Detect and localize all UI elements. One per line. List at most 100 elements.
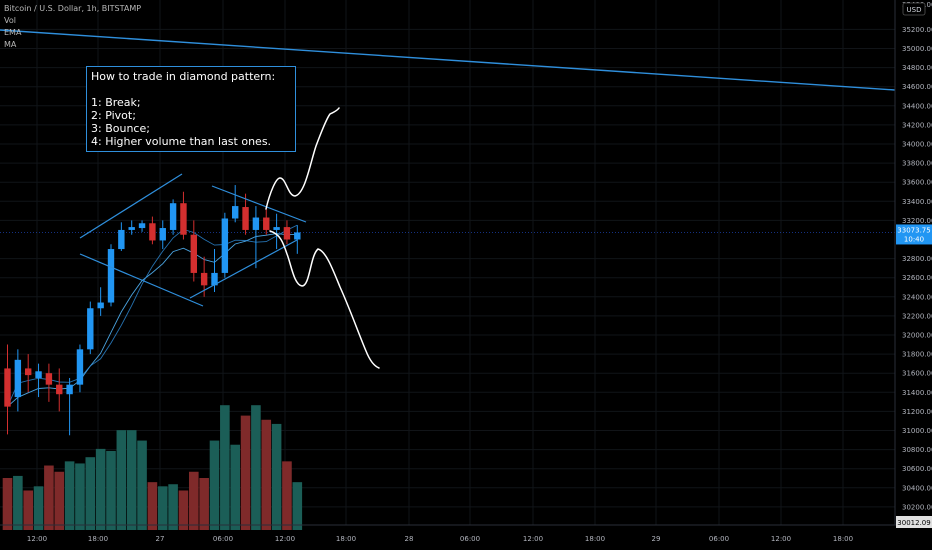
legend-symbol[interactable]: Bitcoin / U.S. Dollar, 1h, BITSTAMP (4, 4, 142, 13)
volume-bar (54, 471, 65, 530)
volume-bar (75, 463, 85, 530)
price-axis-panel[interactable] (895, 0, 932, 550)
volume-bar (126, 430, 137, 530)
trend-line[interactable] (0, 29, 896, 91)
volume-bar (178, 490, 189, 530)
candle[interactable] (107, 244, 115, 307)
candle[interactable] (232, 185, 239, 223)
price-tick-label: 34600.00 (902, 83, 932, 91)
volume-bar (116, 430, 127, 530)
legend-ema[interactable]: EMA (4, 28, 22, 37)
candle-body (107, 249, 115, 303)
time-tick-label: 06:00 (709, 535, 729, 543)
hand-drawn-projection[interactable] (265, 107, 380, 369)
candle[interactable] (76, 344, 84, 393)
candle[interactable] (66, 377, 73, 436)
chart-legend: Bitcoin / U.S. Dollar, 1h, BITSTAMP Vol … (4, 3, 141, 51)
price-tick-label: 31600.00 (902, 370, 932, 378)
candle[interactable] (273, 213, 280, 250)
candle-body (87, 308, 94, 350)
svg-text:USD: USD (907, 6, 922, 14)
candle[interactable] (128, 220, 135, 235)
candle[interactable] (138, 220, 146, 232)
volume-bar (261, 419, 272, 530)
ma-line[interactable] (7, 224, 298, 407)
time-tick-label: 18:00 (585, 535, 605, 543)
legend-vol[interactable]: Vol (4, 16, 16, 25)
price-tick-label: 31800.00 (902, 351, 932, 359)
price-tick-label: 33600.00 (902, 179, 932, 187)
volume-bar (199, 478, 209, 530)
time-tick-label: 18:00 (833, 535, 853, 543)
volume-bar (168, 484, 178, 530)
volume-bar (85, 457, 96, 530)
candle[interactable] (118, 222, 125, 251)
candle[interactable] (25, 354, 32, 393)
candle[interactable] (169, 199, 177, 235)
price-tick-label: 34000.00 (902, 141, 932, 149)
candle[interactable] (14, 349, 22, 412)
annotation-note[interactable]: How to trade in diamond pattern: 1: Brea… (86, 66, 296, 152)
candle-body (200, 272, 208, 286)
bottom-price-badge: 30012.09 (896, 516, 932, 528)
note-step: 3: Bounce; (91, 122, 150, 135)
candle-body (76, 349, 84, 385)
candle-body (211, 272, 218, 286)
price-tick-label: 33200.00 (902, 217, 932, 225)
candle[interactable] (56, 368, 63, 412)
volume-bar (157, 486, 168, 530)
candle-body (118, 229, 125, 250)
candle[interactable] (149, 216, 156, 245)
price-tick-label: 34200.00 (902, 121, 932, 129)
volume-bar (147, 482, 158, 530)
price-tick-label: 32200.00 (902, 312, 932, 320)
price-tick-label: 35000.00 (902, 45, 932, 53)
candle-body (263, 217, 270, 230)
volume-bar (292, 482, 303, 530)
diamond-lower-right-edge (189, 239, 298, 299)
note-title: How to trade in diamond pattern: (91, 70, 276, 83)
price-tick-label: 33800.00 (902, 160, 932, 168)
volume-bar (13, 475, 23, 530)
candle-body (66, 384, 73, 395)
ema-line[interactable] (7, 233, 298, 407)
price-tick-label: 34800.00 (902, 64, 932, 72)
candle[interactable] (180, 191, 187, 240)
candle[interactable] (35, 363, 42, 398)
candle[interactable] (263, 206, 270, 235)
diamond-pattern[interactable] (79, 173, 307, 307)
candle[interactable] (87, 301, 94, 355)
price-tick-label: 30400.00 (902, 484, 932, 492)
price-tick-label: 30800.00 (902, 446, 932, 454)
candle[interactable] (4, 344, 11, 435)
diamond-upper-left-edge (79, 173, 183, 239)
price-tick-label: 30600.00 (902, 465, 932, 473)
moving-averages (7, 224, 298, 407)
legend-ma[interactable]: MA (4, 40, 17, 49)
candle[interactable] (242, 193, 249, 235)
candle[interactable] (97, 287, 104, 316)
candle[interactable] (190, 220, 197, 282)
candle[interactable] (294, 225, 301, 254)
candle[interactable] (159, 220, 166, 250)
price-tick-label: 32800.00 (902, 255, 932, 263)
time-tick-label: 12:00 (523, 535, 543, 543)
candlesticks (4, 185, 301, 436)
time-axis-labels: 12:00 18:00 27 06:00 12:00 18:00 28 06:00 12:00 1… (27, 535, 853, 543)
time-tick-label: 06:00 (213, 535, 233, 543)
candle[interactable] (252, 206, 260, 269)
volume-bar (2, 478, 13, 530)
time-tick-label: 12:00 (771, 535, 791, 543)
note-step: 4: Higher volume than last ones. (91, 135, 272, 148)
candle[interactable] (221, 212, 229, 278)
candle-body (149, 223, 156, 241)
currency-badge[interactable]: USD (902, 2, 926, 16)
candle[interactable] (283, 220, 291, 245)
candle-body (97, 302, 104, 309)
price-tick-label: 35200.00 (902, 26, 932, 34)
candle[interactable] (45, 363, 53, 402)
volume-bar (64, 461, 75, 530)
time-tick-label: 18:00 (88, 535, 108, 543)
candle-body (4, 368, 11, 407)
